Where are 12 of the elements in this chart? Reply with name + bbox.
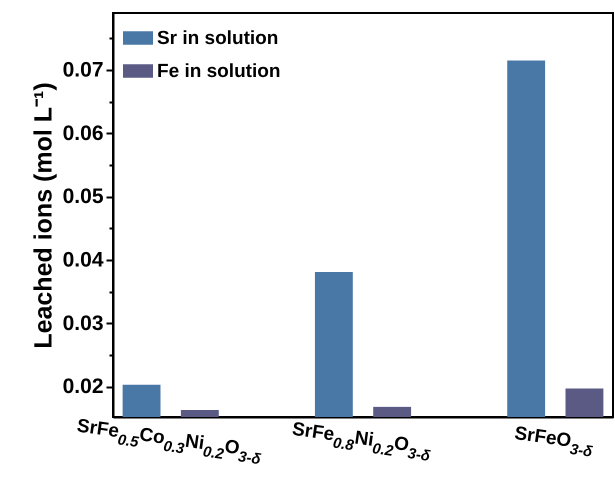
x-tick-label: SrFeO$_{3-δ}$ xyxy=(513,422,594,461)
y-tick-label: 0.04 xyxy=(62,248,104,272)
x-tick-label: SrFe$_{0.8}$Ni$_{0.2}$O$_{3-δ}$ xyxy=(290,418,432,466)
y-tick-label: 0.07 xyxy=(62,58,104,82)
y-tick-label: 0.06 xyxy=(62,122,104,145)
legend-label: Fe in solution xyxy=(157,61,280,82)
x-tick-label: SrFe$_{0.5}$Co$_{0.3}$Ni$_{0.2}$O$_{3-δ}$ xyxy=(76,416,263,468)
y-tick-label: 0.03 xyxy=(62,312,104,335)
y-axis-title: Leached ions (mol L⁻¹) xyxy=(30,82,58,349)
y-tick-label: 0.05 xyxy=(62,185,104,208)
legend-label: Sr in solution xyxy=(157,28,278,49)
y-tick-label: 0.02 xyxy=(62,375,104,398)
